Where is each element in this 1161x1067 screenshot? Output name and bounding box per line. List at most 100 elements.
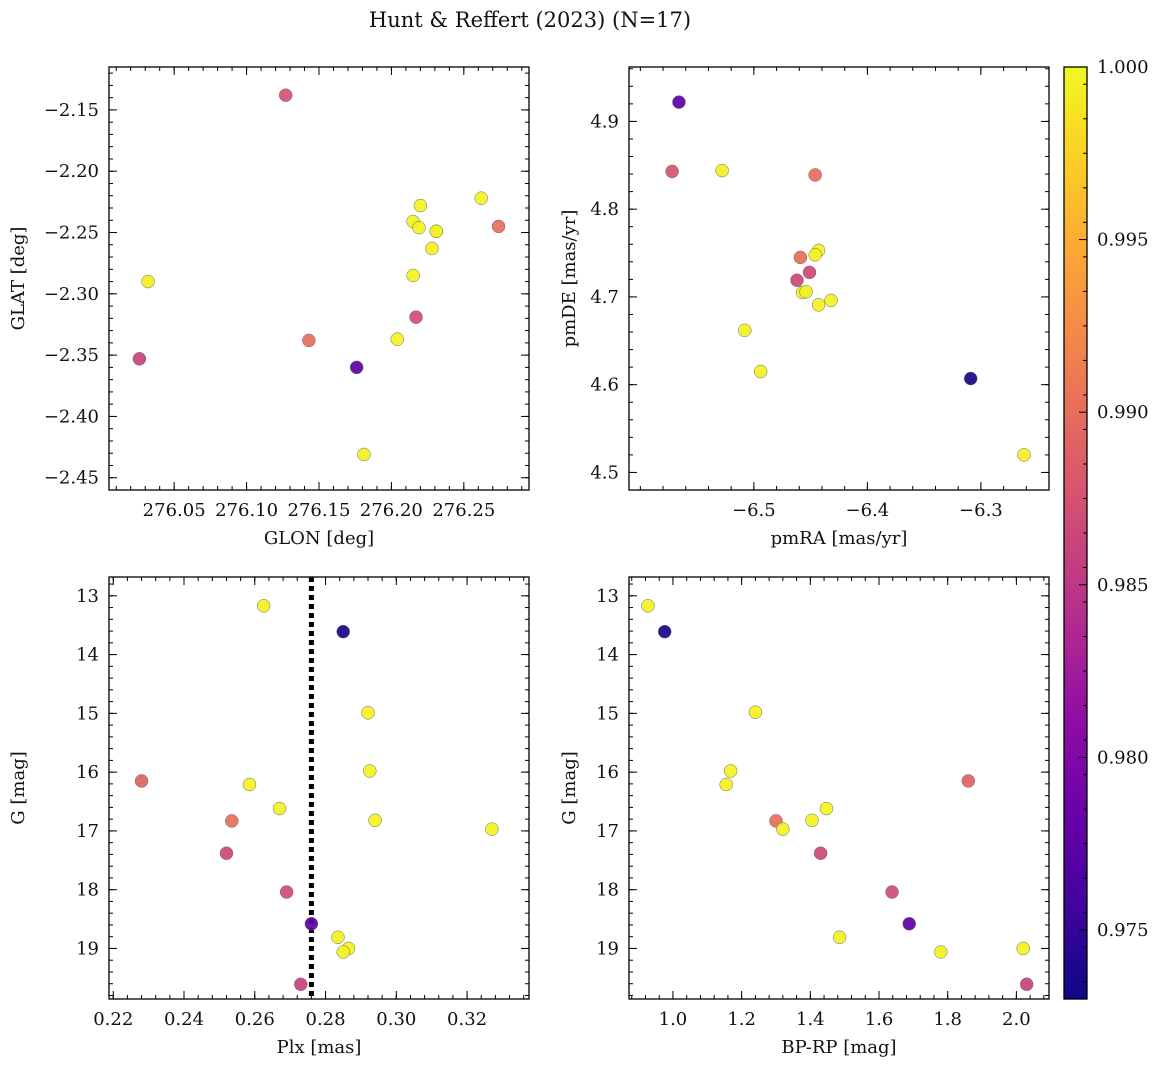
panel-pmra-pmde: −6.5 −6.4 −6.3 4.5 4.6 4.7 4.8 4.9 pmRA [mas/yr]… <box>559 66 1050 549</box>
data-point <box>808 168 822 182</box>
data-point <box>425 241 439 256</box>
x-tick-label: 1.6 <box>865 1009 894 1030</box>
x-tick-label: 0.26 <box>235 1009 275 1030</box>
panel-glon-glat: 276.05 276.10 276.15 276.20 276.25 −2.15 −2.20… <box>8 66 530 549</box>
y-axis-label: GLAT [deg] <box>8 227 29 331</box>
data-point <box>1019 977 1034 992</box>
data-point <box>813 846 828 860</box>
y-tick-label: 14 <box>76 645 99 666</box>
y-tick-label: 19 <box>596 938 619 959</box>
data-point <box>409 310 423 324</box>
y-tick-label: −2.20 <box>44 161 99 182</box>
figure-title: Hunt & Reffert (2023) (N=17) <box>369 8 691 32</box>
data-point <box>719 777 733 792</box>
data-point <box>132 352 147 366</box>
data-point <box>390 332 404 346</box>
data-point <box>141 274 155 289</box>
colorbar-tick-label: 0.990 <box>1097 402 1149 423</box>
y-tick-label: 15 <box>596 703 619 724</box>
y-tick-label: 17 <box>76 821 99 842</box>
panel-bprp-gmag: 1.0 1.2 1.4 1.6 1.8 2.0 13 14 15 16 17 18 19 BP-RP [m… <box>559 576 1050 1058</box>
data-point <box>793 250 808 265</box>
data-point <box>748 705 763 719</box>
ticks <box>109 577 529 999</box>
x-tick-label: −6.5 <box>732 500 776 521</box>
colorbar-tick-label: 0.980 <box>1097 747 1149 768</box>
colorbar-tick-label: 1.000 <box>1097 57 1149 78</box>
y-tick-label: 13 <box>76 586 99 607</box>
x-tick-label: 276.10 <box>215 500 278 521</box>
data-point <box>738 323 752 338</box>
data-point <box>824 293 838 308</box>
y-tick-label: 4.6 <box>590 375 619 396</box>
y-tick-label: 19 <box>76 938 99 959</box>
x-tick-label: 0.28 <box>306 1009 346 1030</box>
x-tick-label: −6.3 <box>959 500 1003 521</box>
data-point <box>336 624 350 639</box>
y-tick-label: −2.15 <box>44 100 99 121</box>
y-tick-label: 4.7 <box>590 287 619 308</box>
y-tick-label: 16 <box>76 762 99 783</box>
x-tick-label: 0.24 <box>164 1009 204 1030</box>
y-tick-label: −2.40 <box>44 406 99 427</box>
x-tick-label: 0.32 <box>447 1009 487 1030</box>
x-tick-label: 0.30 <box>376 1009 416 1030</box>
plot-area <box>134 577 499 999</box>
data-point <box>363 764 377 778</box>
data-point <box>723 764 738 778</box>
data-point <box>357 447 371 462</box>
data-point <box>753 364 768 379</box>
y-tick-label: 4.8 <box>590 199 619 220</box>
x-axis-label: GLON [deg] <box>264 528 374 549</box>
plot-area <box>665 95 1031 462</box>
x-tick-label: 276.15 <box>288 500 351 521</box>
data-point <box>272 801 287 816</box>
x-tick-label: 2.0 <box>1002 1009 1031 1030</box>
data-point <box>349 360 364 375</box>
y-tick-label: 18 <box>76 880 99 901</box>
data-point <box>413 198 428 213</box>
data-point <box>406 268 420 283</box>
colorbar: 0.975 0.980 0.985 0.990 0.995 1.000 <box>1063 57 1149 1000</box>
x-tick-label: 276.20 <box>360 500 423 521</box>
data-point <box>242 777 257 792</box>
x-tick-label: 1.8 <box>933 1009 962 1030</box>
data-point <box>412 220 426 235</box>
axes-frame <box>108 576 530 1000</box>
data-point <box>491 219 506 234</box>
y-tick-label: 4.9 <box>590 111 619 132</box>
colorbar-tick-label: 0.995 <box>1097 230 1149 251</box>
data-point <box>304 917 319 931</box>
data-point <box>474 191 488 205</box>
panel-plx-gmag: 0.22 0.24 0.26 0.28 0.30 0.32 13 14 15 16 17 18 19 Pl… <box>8 576 530 1058</box>
x-tick-label: 1.2 <box>727 1009 756 1030</box>
data-point <box>805 813 819 828</box>
y-axis-label: pmDE [mas/yr] <box>559 210 580 348</box>
data-point <box>961 774 976 788</box>
data-point <box>225 814 239 828</box>
x-tick-label: 276.25 <box>432 500 495 521</box>
y-tick-label: −2.45 <box>44 468 99 489</box>
data-point <box>256 599 271 613</box>
y-tick-label: 13 <box>596 586 619 607</box>
y-tick-label: 17 <box>596 821 619 842</box>
y-tick-label: 14 <box>596 645 619 666</box>
data-point <box>715 163 729 178</box>
data-point <box>278 88 293 102</box>
colorbar-tick-label: 0.985 <box>1097 575 1149 596</box>
data-point <box>811 298 826 312</box>
data-point <box>368 813 382 828</box>
data-point <box>302 333 316 348</box>
data-point <box>776 822 790 836</box>
ticks <box>629 67 1050 491</box>
data-point <box>802 265 817 280</box>
data-point <box>294 977 308 992</box>
y-axis-label: G [mag] <box>8 751 29 824</box>
y-tick-label: 4.5 <box>590 462 619 483</box>
y-tick-label: 16 <box>596 762 619 783</box>
data-point <box>799 284 813 299</box>
axes-frame <box>628 576 1050 1000</box>
data-point <box>429 224 444 239</box>
